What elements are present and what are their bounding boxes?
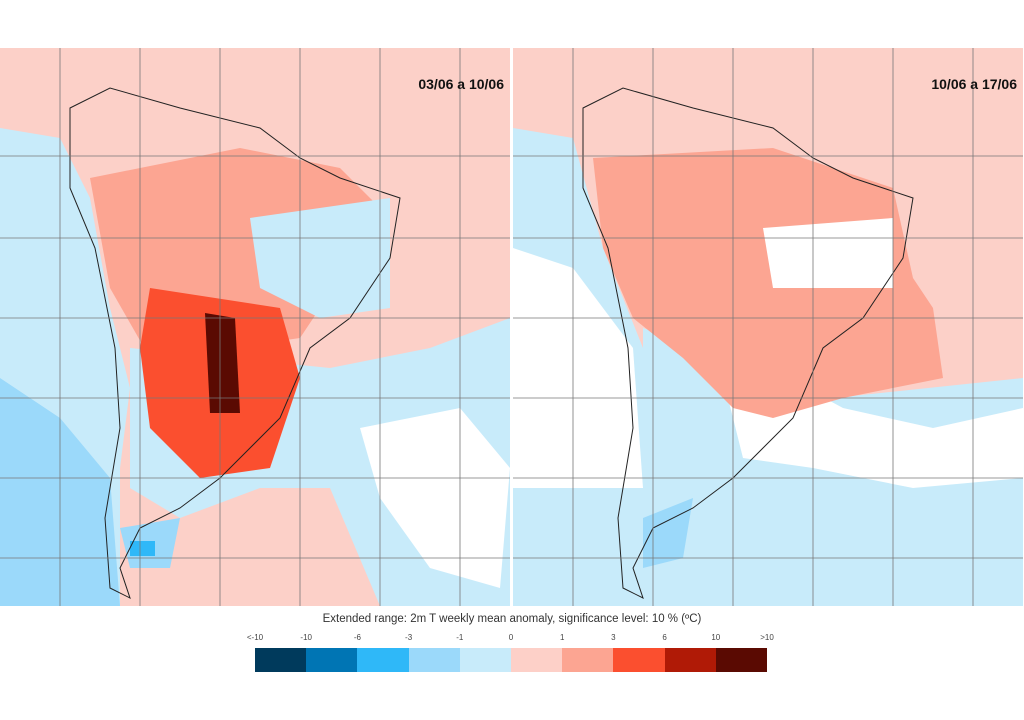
color-scale [255, 648, 768, 672]
legend-tick: -6 [353, 633, 361, 642]
legend-tick: -3 [405, 633, 413, 642]
legend-caption: Extended range: 2m T weekly mean anomaly… [322, 613, 702, 625]
legend-swatch [715, 648, 768, 672]
legend-tick: 0 [508, 633, 514, 642]
legend-tick: -10 [300, 633, 312, 642]
legend-ticks: <-10 -10 -6 -3 -1 0 1 3 6 10 >10 [247, 633, 774, 645]
map-week-1: 03/06 a 10/06 [0, 48, 510, 606]
map-title: 03/06 a 10/06 [418, 76, 504, 92]
legend-swatch [408, 648, 460, 672]
legend-swatch [459, 648, 512, 672]
anomaly-field [0, 48, 510, 606]
legend-tick: -1 [456, 633, 464, 642]
legend-swatch [357, 648, 409, 672]
legend-swatch [255, 648, 307, 672]
legend-swatch [664, 648, 716, 672]
map-title: 10/06 a 17/06 [931, 76, 1017, 92]
legend-tick: >10 [760, 633, 774, 642]
legend-tick: 10 [711, 633, 721, 642]
legend-tick: 3 [611, 633, 616, 642]
legend-swatch [613, 648, 665, 672]
anomaly-field [513, 48, 1023, 606]
legend-swatch [306, 648, 358, 672]
legend-tick: 1 [559, 633, 565, 642]
legend-swatch [511, 648, 563, 672]
map-week-2: 10/06 a 17/06 [513, 48, 1023, 606]
legend-swatch [562, 648, 614, 672]
legend-tick: <-10 [246, 633, 264, 642]
legend-tick: 6 [662, 633, 667, 642]
